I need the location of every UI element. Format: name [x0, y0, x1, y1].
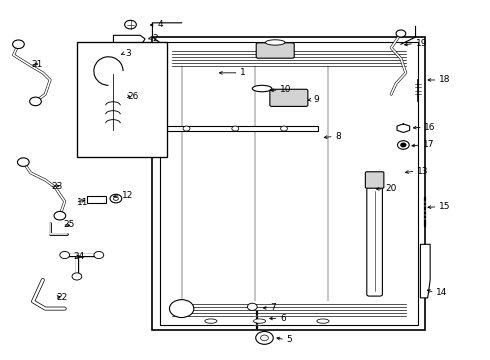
Bar [160, 42, 418, 325]
Text: 19: 19 [416, 39, 427, 48]
Ellipse shape [205, 319, 217, 323]
Circle shape [30, 97, 41, 106]
Text: 21: 21 [31, 60, 43, 69]
Text: 16: 16 [424, 123, 436, 132]
Text: 2: 2 [152, 34, 158, 43]
Bar [77, 42, 167, 157]
Circle shape [183, 126, 190, 131]
Text: 8: 8 [335, 132, 341, 141]
Text: 24: 24 [74, 252, 85, 261]
Text: 23: 23 [51, 182, 62, 191]
Text: 26: 26 [127, 91, 139, 100]
Text: 18: 18 [439, 76, 450, 85]
Text: 14: 14 [436, 288, 447, 297]
Circle shape [247, 303, 257, 310]
FancyBboxPatch shape [256, 43, 294, 58]
Circle shape [72, 273, 82, 280]
Text: 7: 7 [270, 303, 276, 312]
Polygon shape [87, 196, 106, 203]
Text: 22: 22 [56, 293, 67, 302]
Circle shape [54, 211, 66, 220]
Ellipse shape [317, 319, 329, 323]
Circle shape [18, 158, 29, 166]
Circle shape [60, 251, 70, 258]
Text: 11: 11 [77, 198, 88, 207]
Text: 17: 17 [423, 140, 434, 149]
Circle shape [397, 141, 409, 149]
Circle shape [110, 194, 122, 203]
Circle shape [261, 335, 269, 341]
Circle shape [396, 30, 406, 37]
Text: 10: 10 [280, 85, 292, 94]
Text: 15: 15 [439, 202, 450, 211]
Bar [152, 37, 425, 330]
Text: 9: 9 [313, 95, 319, 104]
Circle shape [170, 300, 194, 318]
Text: 12: 12 [122, 191, 134, 200]
Circle shape [13, 40, 24, 49]
Circle shape [114, 197, 118, 201]
Text: 6: 6 [280, 314, 286, 323]
Text: 13: 13 [417, 167, 428, 176]
FancyBboxPatch shape [367, 185, 382, 296]
Ellipse shape [253, 319, 266, 323]
Polygon shape [114, 35, 145, 46]
Text: 1: 1 [240, 68, 246, 77]
Text: 20: 20 [385, 184, 397, 193]
Text: 3: 3 [125, 49, 131, 58]
Ellipse shape [252, 85, 272, 92]
Circle shape [124, 20, 136, 29]
FancyBboxPatch shape [366, 172, 384, 188]
Polygon shape [167, 126, 318, 131]
Circle shape [256, 332, 273, 344]
Text: 25: 25 [64, 220, 75, 229]
Circle shape [232, 126, 239, 131]
Text: 4: 4 [157, 20, 163, 29]
Ellipse shape [266, 40, 285, 45]
Circle shape [401, 143, 406, 147]
Circle shape [94, 251, 104, 258]
FancyBboxPatch shape [270, 89, 308, 107]
Text: 5: 5 [287, 335, 292, 344]
Circle shape [281, 126, 288, 131]
Polygon shape [420, 244, 430, 298]
